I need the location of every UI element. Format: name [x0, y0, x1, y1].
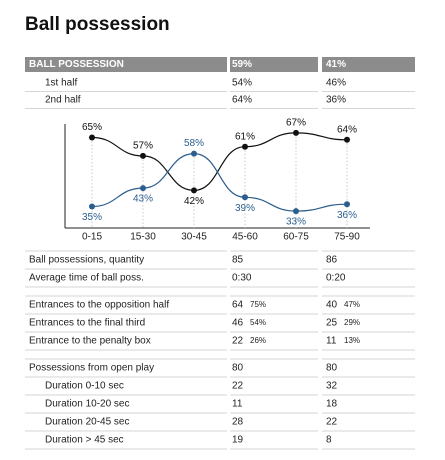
- cell-percent: 47%: [344, 300, 360, 309]
- data-point: [89, 203, 95, 210]
- cell-value: 54%: [232, 78, 252, 89]
- cell-value: 85: [232, 255, 244, 266]
- row-label: Duration 20-45 sec: [45, 417, 130, 428]
- cell-value: 22: [326, 417, 338, 428]
- x-tick-label: 75-90: [334, 232, 360, 243]
- row-label: 2nd half: [45, 95, 81, 106]
- cell-value: 22: [232, 336, 244, 347]
- header-bar: [230, 57, 318, 72]
- row-label: Entrance to the penalty box: [29, 336, 151, 347]
- data-label: 42%: [184, 196, 204, 207]
- cell-value: 8: [326, 435, 332, 446]
- cell-value: 11: [232, 399, 243, 410]
- cell-value: 80: [326, 363, 338, 374]
- cell-value: 25: [326, 318, 338, 329]
- header-bar: [25, 57, 227, 72]
- data-point: [242, 143, 248, 150]
- data-label: 61%: [235, 131, 255, 142]
- x-tick-label: 0-15: [82, 232, 102, 243]
- row-label: Duration > 45 sec: [45, 435, 124, 446]
- cell-value: 0:30: [232, 273, 252, 284]
- data-label: 57%: [133, 141, 153, 152]
- data-label: 39%: [235, 203, 255, 214]
- cell-value: 22: [232, 381, 244, 392]
- data-label: 64%: [337, 124, 357, 135]
- row-label: Duration 0-10 sec: [45, 381, 124, 392]
- cell-value: 46%: [326, 78, 346, 89]
- cell-percent: 75%: [250, 300, 266, 309]
- data-point: [191, 187, 197, 194]
- cell-value: 64: [232, 300, 244, 311]
- data-label: 43%: [133, 194, 153, 205]
- data-point: [191, 150, 197, 157]
- series-line: [91, 152, 348, 212]
- data-point: [293, 208, 299, 215]
- data-point: [89, 134, 95, 141]
- x-tick-label: 15-30: [130, 232, 156, 243]
- x-tick-label: 45-60: [232, 232, 258, 243]
- x-tick-label: 60-75: [283, 232, 309, 243]
- data-point: [293, 129, 299, 136]
- data-point: [242, 194, 248, 201]
- cell-percent: 29%: [344, 318, 360, 327]
- cell-value: 11: [326, 336, 337, 347]
- header-value: 59%: [232, 59, 252, 70]
- cell-value: 32: [326, 381, 338, 392]
- cell-value: 40: [326, 300, 338, 311]
- data-label: 35%: [82, 212, 102, 223]
- cell-value: 0:20: [326, 273, 346, 284]
- cell-value: 28: [232, 417, 244, 428]
- series-line: [91, 132, 348, 192]
- header-value: 41%: [326, 59, 346, 70]
- page-title: Ball possession: [25, 14, 170, 35]
- cell-value: 19: [232, 435, 244, 446]
- row-label: 1st half: [45, 78, 77, 89]
- data-point: [140, 185, 146, 192]
- cell-value: 18: [326, 399, 338, 410]
- data-label: 33%: [286, 217, 306, 228]
- data-label: 58%: [184, 138, 204, 149]
- row-label: Possessions from open play: [29, 363, 154, 374]
- data-point: [344, 201, 350, 208]
- cell-value: 36%: [326, 95, 346, 106]
- cell-value: 46: [232, 318, 244, 329]
- cell-value: 64%: [232, 95, 252, 106]
- data-point: [344, 136, 350, 143]
- row-label: Average time of ball poss.: [29, 273, 144, 284]
- data-label: 65%: [82, 122, 102, 133]
- x-tick-label: 30-45: [181, 232, 207, 243]
- row-label: Entrances to the opposition half: [29, 300, 169, 311]
- header-label: BALL POSSESSION: [29, 59, 124, 70]
- data-label: 67%: [286, 118, 306, 129]
- cell-percent: 13%: [344, 336, 360, 345]
- cell-percent: 54%: [250, 318, 266, 327]
- row-label: Entrances to the final third: [29, 318, 145, 329]
- data-label: 36%: [337, 210, 357, 221]
- row-label: Duration 10-20 sec: [45, 399, 130, 410]
- row-label: Ball possessions, quantity: [29, 255, 144, 266]
- cell-percent: 26%: [250, 336, 266, 345]
- cell-value: 86: [326, 255, 338, 266]
- data-point: [140, 152, 146, 159]
- header-bar: [322, 57, 415, 72]
- cell-value: 80: [232, 363, 244, 374]
